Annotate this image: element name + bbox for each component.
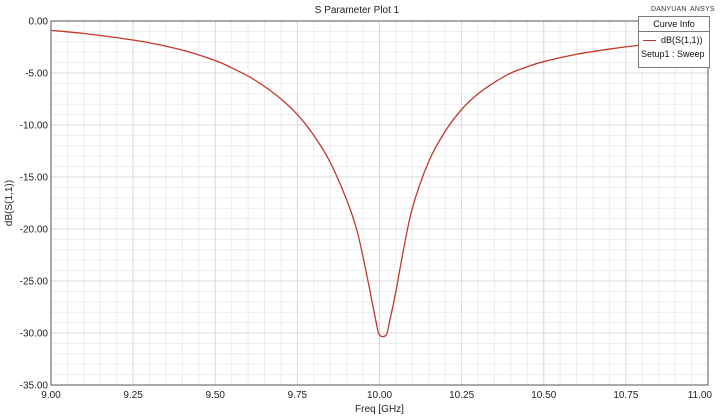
grid	[50, 20, 709, 386]
x-tick-label: 9.00	[41, 390, 61, 401]
y-tick-label: -30.00	[20, 329, 49, 340]
y-tick-label: -5.00	[25, 69, 48, 80]
x-tick-label: 10.25	[449, 390, 474, 401]
y-axis-ticks: 0.00 -5.00 -10.00 -15.00 -20.00 -25.00 -30.00 -…	[20, 17, 49, 392]
legend-series-label: dB(S(1,1))	[661, 35, 703, 45]
x-tick-label: 10.00	[367, 390, 392, 401]
y-tick-label: -10.00	[20, 121, 49, 132]
legend-setup-label: Setup1 : Sweep	[641, 49, 705, 59]
x-axis-ticks: 9.00 9.25 9.50 9.75 10.00 10.25 10.50 10.75 11.0…	[41, 390, 712, 401]
y-tick-label: -25.00	[20, 277, 49, 288]
x-tick-label: 10.75	[613, 390, 638, 401]
brand-danyuan: DANYUAN	[651, 6, 687, 13]
legend-title: Curve Info	[639, 17, 709, 32]
x-tick-label: 9.50	[206, 390, 226, 401]
curve-info-legend: Curve Info dB(S(1,1)) Setup1 : Sweep	[638, 16, 710, 68]
legend-swatch-icon	[643, 40, 656, 41]
x-tick-label: 10.50	[531, 390, 556, 401]
y-axis-label: dB(S(1,1))	[4, 180, 15, 226]
series-line-dbs11	[50, 29, 709, 338]
chart-title: S Parameter Plot 1	[315, 5, 400, 16]
y-tick-label: -35.00	[20, 381, 49, 392]
x-tick-label: 9.75	[288, 390, 308, 401]
y-tick-label: -20.00	[20, 225, 49, 236]
y-tick-label: 0.00	[29, 17, 49, 28]
plot-frame	[50, 20, 709, 386]
x-tick-label: 9.25	[123, 390, 143, 401]
x-tick-label: 11.00	[688, 390, 713, 401]
series-layer	[50, 29, 709, 338]
brand-ansys: ANSYS	[690, 6, 715, 13]
x-axis-label: Freq [GHz]	[355, 404, 404, 415]
y-tick-label: -15.00	[20, 173, 49, 184]
